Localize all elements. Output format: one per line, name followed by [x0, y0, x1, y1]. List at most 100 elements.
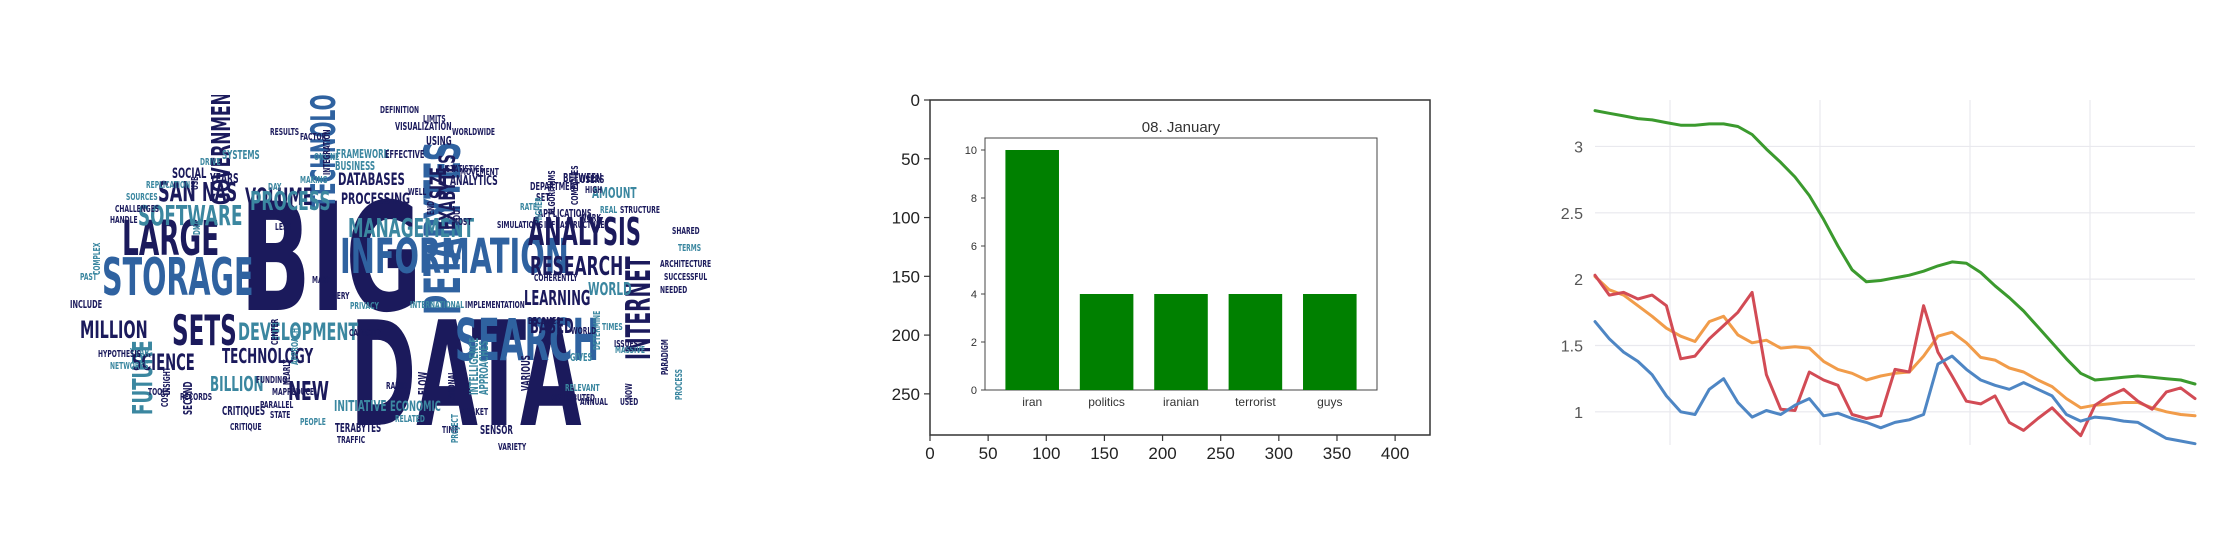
cloud-word: ANALYTICS	[450, 173, 498, 189]
cloud-word: STORAGE	[102, 247, 254, 308]
cloud-word: COST	[158, 389, 170, 407]
cloud-word: TOOLS	[148, 385, 170, 397]
cloud-word: SIZE	[426, 167, 452, 199]
outer-x-tick-label: 50	[979, 444, 998, 463]
cloud-word: RECORDS	[180, 390, 212, 402]
cloud-word: WORLD	[588, 279, 632, 300]
cloud-word: DRIVE	[200, 155, 221, 167]
cloud-word: INTERNATIONAL	[410, 298, 465, 310]
cloud-word: ECONOMIC	[390, 398, 441, 415]
cloud-word: DEFINITION	[380, 103, 419, 115]
inner-y-tick-label: 4	[971, 289, 977, 301]
cloud-word: TECHNOLOGIES	[305, 95, 343, 208]
cloud-word: SEARCH	[455, 308, 599, 375]
outer-x-tick-label: 200	[1148, 444, 1176, 463]
outer-x-tick-label: 150	[1090, 444, 1118, 463]
cloud-word: BUSINESS	[335, 160, 375, 173]
cloud-word: NEEDED	[660, 283, 687, 295]
cloud-word: DISTRIBUTED	[550, 391, 595, 403]
bar-iran	[1005, 150, 1059, 390]
cloud-word: PROCESS	[672, 369, 684, 400]
cloud-word: STATE	[270, 408, 291, 420]
cloud-word: OUT	[450, 206, 462, 220]
cloud-word: MAKING	[300, 173, 328, 185]
outer-x-tick-label: 250	[1207, 444, 1235, 463]
cloud-word: AMOUNT	[592, 185, 637, 202]
cloud-word: PROJECT	[448, 414, 460, 443]
cloud-word: WELL	[408, 185, 427, 197]
outer-x-tick-label: 0	[925, 444, 934, 463]
cloud-word: DATA	[350, 290, 582, 455]
cloud-word: SETS	[172, 307, 237, 355]
cloud-word: SYSTEMS	[222, 149, 260, 162]
cloud-word: TIME	[442, 423, 459, 435]
cloud-word: DAY	[268, 180, 282, 192]
cloud-word: SAN	[158, 177, 196, 209]
cloud-word: WORK	[580, 211, 601, 223]
cloud-word: MASSIVE	[615, 343, 645, 355]
inner-y-tick-label: 10	[965, 145, 977, 157]
cloud-word: USE	[188, 176, 200, 190]
cloud-word: PROCESS	[250, 187, 331, 217]
cloud-word: GIVES	[570, 353, 592, 365]
cloud-word: NATIONAL	[445, 370, 457, 405]
outer-x-tick-label: 300	[1265, 444, 1293, 463]
cloud-word: REPLICATION	[146, 178, 190, 190]
cloud-word: INTELLIGENCE	[468, 337, 481, 395]
cloud-word: MARKET	[460, 405, 488, 417]
cloud-word: INTERNET	[620, 256, 658, 360]
cloud-word: SOCIAL	[172, 165, 207, 182]
series-line-1	[1593, 109, 2197, 386]
inner-chart-title: 08. January	[1142, 119, 1221, 136]
cloud-word: WORLD	[571, 324, 596, 336]
cloud-word: CAPACITY	[349, 326, 382, 338]
cloud-word: RELATED	[395, 412, 425, 424]
inner-x-tick-label: terrorist	[1235, 395, 1276, 409]
cloud-word: LIMITS	[423, 112, 446, 124]
inner-x-tick-label: politics	[1088, 395, 1125, 409]
cloud-word: END	[424, 201, 436, 215]
cloud-word: RATE	[520, 200, 537, 212]
cloud-word: NAS	[202, 178, 237, 209]
cloud-word: ANALYSIS	[528, 212, 641, 255]
outer-y-tick-label: 100	[892, 209, 920, 228]
bar-politics	[1079, 294, 1134, 390]
cloud-word: PETABYTES	[414, 141, 472, 315]
inner-y-tick-label: 8	[971, 193, 977, 205]
cloud-word: VARIETY	[498, 440, 527, 452]
cloud-word: DEVELOPMENT	[238, 318, 359, 346]
inner-x-tick-label: iranian	[1163, 395, 1199, 409]
cloud-word: BILLION	[210, 373, 264, 396]
cloud-word: SET	[536, 193, 550, 205]
outer-y-tick-label: 0	[911, 91, 920, 110]
cloud-word: FACTOR	[300, 130, 327, 142]
cloud-word: INFORMATION	[340, 229, 569, 285]
cloud-word: SECOND	[182, 382, 195, 415]
bar-terrorist	[1228, 294, 1283, 390]
cloud-word: COMPLEX	[90, 242, 102, 275]
cloud-word: SCIENCE	[132, 351, 195, 376]
inner-x-tick-label: guys	[1317, 395, 1342, 409]
cloud-word: FLOW	[417, 372, 430, 395]
cloud-word: SOFTWARE	[138, 201, 242, 233]
cloud-word: DEPARTMENT	[530, 182, 580, 194]
cloud-word: NEARLY	[280, 359, 292, 385]
cloud-word: VISUALIZATION	[395, 122, 452, 134]
series-line-2	[1593, 275, 2197, 418]
cloud-word: HIGHER	[532, 197, 544, 223]
cloud-word: INITIATIVE	[334, 398, 387, 415]
cloud-word: VOLUME	[245, 183, 313, 211]
series-line-4	[1593, 320, 2197, 446]
cloud-word: STATISTICS	[446, 162, 484, 174]
cloud-word: TIMES	[602, 320, 623, 332]
cloud-word: INCLUDE	[70, 300, 102, 312]
cloud-word: GOVERNMENT	[207, 95, 237, 205]
cloud-word: STRUCTURE	[620, 203, 660, 215]
cloud-word: SUCCESSFUL	[664, 270, 708, 282]
y-tick-label: 1	[1574, 405, 1583, 422]
outer-y-tick-label: 50	[901, 150, 920, 169]
cloud-word: FRAMEWORK	[336, 148, 389, 161]
cloud-word: APPROACHES	[478, 341, 491, 395]
cloud-word: INFRASTRUCTURE	[544, 218, 605, 230]
cloud-word: EVERY	[328, 289, 350, 301]
